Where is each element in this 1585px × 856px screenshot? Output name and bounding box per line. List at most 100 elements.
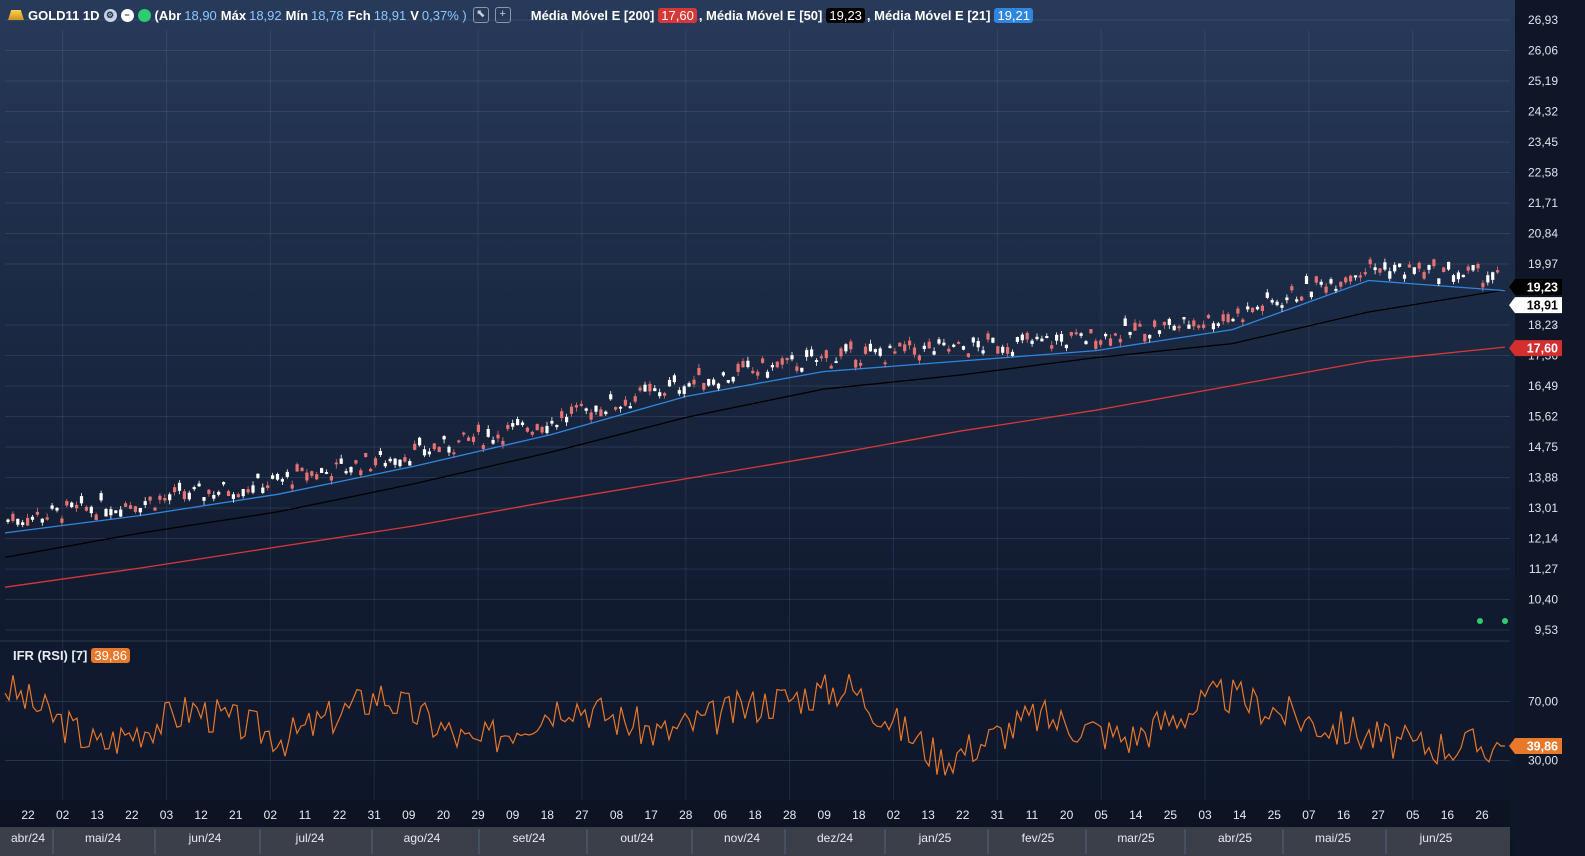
candle-body bbox=[1074, 332, 1078, 335]
candle-body bbox=[133, 506, 137, 512]
candle-body bbox=[1020, 334, 1024, 341]
candle-body bbox=[658, 392, 662, 397]
candle-body bbox=[1280, 305, 1284, 308]
candle-body bbox=[609, 394, 613, 400]
month-label: mai/25 bbox=[1315, 831, 1351, 845]
collapse-arrow-icon[interactable]: ‹ bbox=[1552, 318, 1557, 332]
month-label: abr/24 bbox=[11, 831, 45, 845]
candle-body bbox=[873, 349, 877, 353]
candle-body bbox=[481, 445, 485, 449]
day-label: 22 bbox=[125, 808, 139, 822]
hide-icon[interactable]: − bbox=[120, 8, 134, 22]
candle-body bbox=[770, 364, 774, 368]
candle-body bbox=[516, 419, 520, 426]
candle-body bbox=[1334, 288, 1338, 291]
candle-body bbox=[702, 382, 706, 390]
candle-body bbox=[692, 379, 696, 385]
candle-body bbox=[903, 344, 907, 352]
settings-icon[interactable]: ⚙ bbox=[103, 8, 117, 22]
ma200-label[interactable]: Média Móvel E [200] bbox=[530, 7, 655, 23]
candle-body bbox=[1153, 320, 1157, 327]
candle-body bbox=[952, 344, 956, 347]
candle-body bbox=[1324, 286, 1328, 293]
ticker-label[interactable]: GOLD11 1D bbox=[28, 7, 100, 23]
candle-body bbox=[388, 458, 392, 462]
candle-body bbox=[89, 506, 93, 514]
price-axis-panel bbox=[1515, 0, 1585, 856]
candle-body bbox=[638, 387, 642, 391]
candle-body bbox=[99, 493, 103, 501]
candle-body bbox=[957, 341, 961, 344]
candle-body bbox=[628, 406, 632, 409]
candle-body bbox=[75, 504, 79, 509]
day-label: 22 bbox=[21, 808, 35, 822]
close-label: Fch bbox=[347, 7, 371, 23]
price-axis-label: 15,62 bbox=[1528, 410, 1558, 424]
candle-body bbox=[932, 351, 936, 355]
candle-body bbox=[614, 407, 618, 410]
plus-icon[interactable]: + bbox=[494, 7, 511, 23]
ma50-line bbox=[4, 289, 1506, 559]
candle-body bbox=[1491, 272, 1495, 280]
candle-body bbox=[55, 507, 59, 511]
candle-body bbox=[648, 383, 652, 392]
candle-body bbox=[834, 361, 838, 364]
candle-body bbox=[1393, 264, 1397, 272]
price-axis-label: 13,01 bbox=[1528, 501, 1558, 515]
candle-body bbox=[511, 423, 515, 427]
day-label: 21 bbox=[229, 808, 243, 822]
rsi-value: 39,86 bbox=[91, 648, 130, 663]
candle-body bbox=[805, 349, 809, 357]
rsi-tag bbox=[1509, 737, 1562, 754]
visible-dot-icon[interactable] bbox=[137, 8, 151, 22]
candle-body bbox=[741, 361, 745, 368]
candle-body bbox=[574, 405, 578, 408]
candle-body bbox=[1202, 324, 1206, 328]
candle-body bbox=[1349, 275, 1353, 282]
day-label: 28 bbox=[783, 808, 797, 822]
candle-body bbox=[878, 348, 882, 356]
month-label: jun/24 bbox=[188, 831, 222, 845]
candle-body bbox=[1255, 306, 1260, 310]
ma21-label[interactable]: , Média Móvel E [21] bbox=[866, 7, 991, 23]
rsi-label[interactable]: IFR (RSI) [7] bbox=[13, 648, 88, 663]
candle-body bbox=[800, 367, 804, 372]
candle-body bbox=[246, 489, 250, 493]
candle-body bbox=[1084, 341, 1088, 345]
candle-body bbox=[1319, 281, 1323, 285]
candle-body bbox=[70, 502, 74, 508]
candle-body bbox=[1241, 319, 1245, 323]
price-axis-label: 20,84 bbox=[1528, 227, 1558, 241]
price-axis-label: 19,97 bbox=[1528, 257, 1558, 271]
candle-body bbox=[187, 492, 191, 500]
candle-body bbox=[403, 457, 407, 462]
cursor-icon[interactable]: ⬉ bbox=[472, 7, 489, 23]
candle-body bbox=[222, 482, 226, 485]
day-label: 06 bbox=[714, 808, 728, 822]
candle-body bbox=[1206, 314, 1211, 319]
low-label: Mín bbox=[285, 7, 309, 23]
candle-body bbox=[16, 518, 20, 525]
month-label: nov/24 bbox=[724, 831, 760, 845]
candle-body bbox=[486, 428, 490, 437]
candle-body bbox=[1398, 263, 1402, 267]
ma200-value: 17,60 bbox=[658, 7, 697, 23]
price-tag bbox=[1509, 297, 1562, 314]
chart-header: GOLD11 1D ⚙ − (Abr 18,90 Máx 18,92 Mín 1… bbox=[8, 5, 1034, 25]
candle-body bbox=[1295, 299, 1299, 302]
candle-body bbox=[1300, 296, 1304, 301]
candle-body bbox=[1285, 297, 1289, 301]
month-axis-panel bbox=[0, 827, 1510, 856]
candle-body bbox=[496, 434, 500, 439]
candle-body bbox=[1486, 275, 1490, 283]
rsi-header: IFR (RSI) [7] 39,86 bbox=[13, 648, 130, 663]
candle-body bbox=[295, 464, 299, 472]
ma50-label[interactable]: , Média Móvel E [50] bbox=[698, 7, 823, 23]
candle-body bbox=[589, 412, 593, 420]
candle-body bbox=[310, 471, 314, 476]
close-value: 18,91 bbox=[373, 7, 407, 23]
candle-body bbox=[442, 436, 446, 440]
month-label: ago/24 bbox=[404, 831, 441, 845]
day-label: 17 bbox=[644, 808, 658, 822]
